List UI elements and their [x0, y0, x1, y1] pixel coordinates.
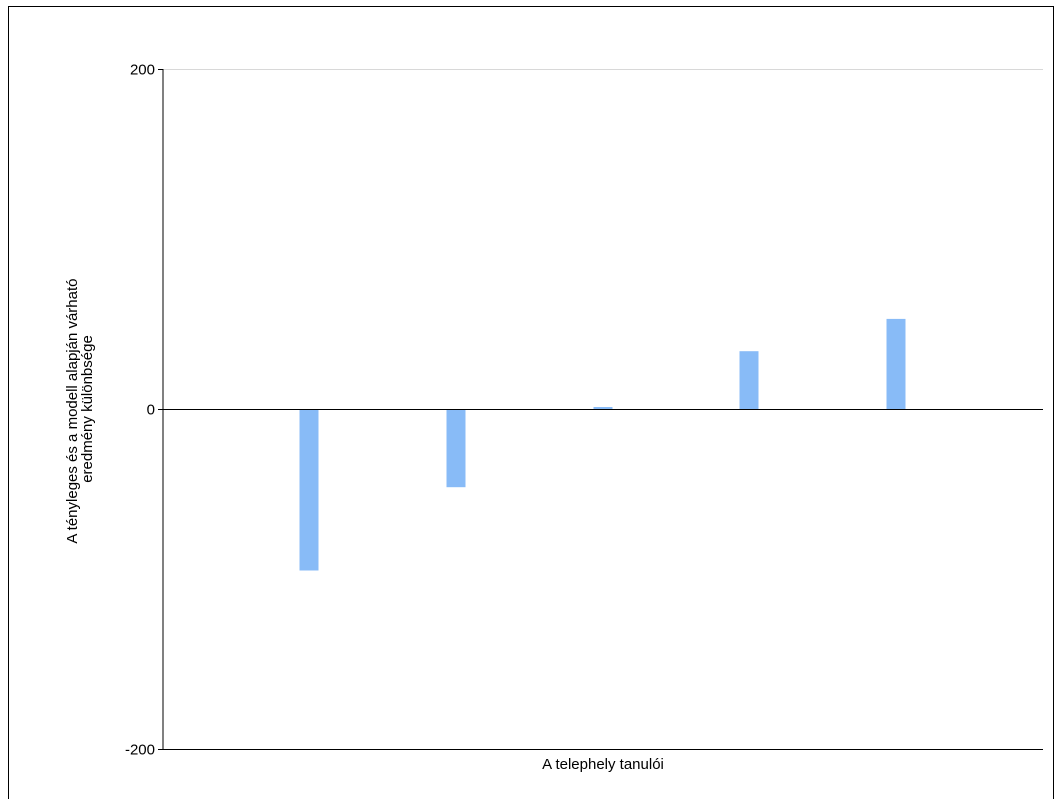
ticks-layer: 200 0 -200 — [125, 62, 163, 759]
chart-frame: 200 0 -200 A telephely tanulói A tényleges… — [8, 6, 1054, 799]
y-tick-label-0: 200 — [130, 62, 155, 79]
y-tick-label-2: -200 — [125, 742, 155, 759]
bar-2 — [446, 409, 466, 488]
x-axis-title: A telephely tanulói — [542, 756, 664, 773]
bar-3 — [593, 407, 613, 409]
y-axis-title: A tényleges és a modell alapján várható … — [64, 274, 96, 543]
bar-4 — [739, 351, 759, 409]
y-tick-label-1: 0 — [147, 402, 155, 419]
y-axis-title-line-1: A tényleges és a modell alapján várható — [64, 278, 81, 543]
bars-layer — [299, 318, 906, 571]
bar-1 — [299, 409, 319, 571]
zero-layer — [163, 409, 1043, 750]
y-axis-title-line-2: eredmény különbsége — [79, 335, 96, 483]
bar-5 — [886, 318, 906, 409]
